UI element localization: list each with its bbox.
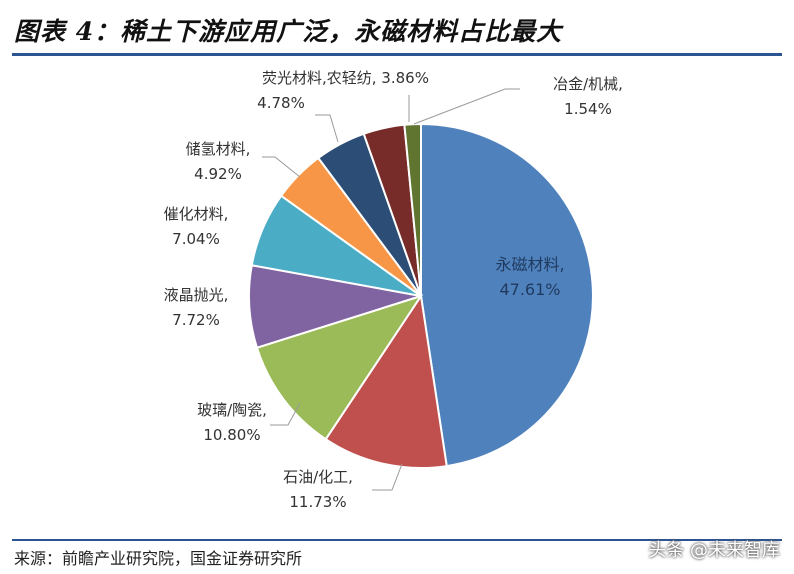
- slice-label: 永磁材料,: [495, 255, 564, 274]
- bottom-divider: [12, 539, 782, 541]
- slice-value-label: 11.73%: [289, 493, 346, 511]
- slice-label: 催化材料,: [164, 205, 229, 223]
- slice-label: 石油/化工,: [283, 468, 353, 486]
- top-divider: [12, 53, 782, 56]
- leader-line: [315, 114, 339, 143]
- slice-value-label: 7.04%: [172, 230, 220, 248]
- pie-slice: [255, 294, 424, 441]
- slice-label: 液晶抛光,: [164, 286, 229, 304]
- slice-value-label: 4.92%: [194, 165, 242, 183]
- leader-line: [270, 402, 301, 426]
- slice-value-label: 7.72%: [172, 311, 220, 329]
- leader-line: [413, 88, 520, 125]
- slice-value-label: 47.61%: [499, 280, 560, 299]
- slice-value-label: 4.78%: [257, 94, 305, 112]
- leader-line: [372, 463, 403, 491]
- slice-label: 玻璃/陶瓷,: [197, 401, 267, 419]
- pie-slice: [324, 293, 448, 469]
- pie-slice: [420, 122, 594, 468]
- slice-value-label: 1.54%: [564, 100, 612, 118]
- leader-line: [262, 156, 301, 178]
- watermark: 头条 @未来智库: [648, 540, 780, 561]
- source-note: 来源：前瞻产业研究院，国金证券研究所: [14, 549, 303, 568]
- pie-slice: [403, 122, 422, 297]
- slice-value-label: 10.80%: [203, 426, 260, 444]
- slice-label: 冶金/机械,: [553, 75, 623, 93]
- slice-label: 荧光材料,农轻纺, 3.86%: [262, 69, 429, 87]
- slice-label: 储氢材料,: [186, 140, 251, 158]
- chart-title: 图表 4：稀土下游应用广泛，永磁材料占比最大: [14, 17, 563, 46]
